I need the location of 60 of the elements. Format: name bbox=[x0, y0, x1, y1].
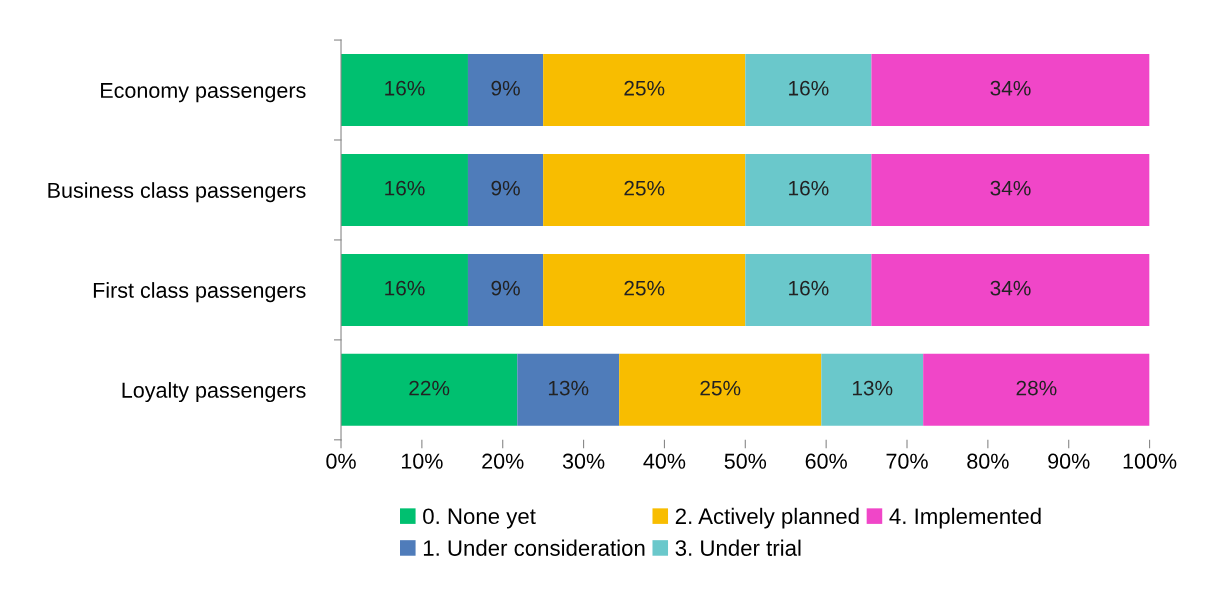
x-tick-label: 100% bbox=[1123, 453, 1177, 469]
y-tick-label: Loyalty passengers bbox=[122, 382, 306, 403]
data-label: 13% bbox=[852, 380, 893, 396]
bar bbox=[745, 54, 872, 126]
data-label: 9% bbox=[491, 280, 520, 296]
x-tick-label: 20% bbox=[482, 453, 524, 469]
data-label: 16% bbox=[385, 280, 425, 296]
bar bbox=[467, 54, 544, 126]
bar bbox=[923, 353, 1150, 426]
bar bbox=[745, 153, 872, 226]
data-label: 34% bbox=[990, 80, 1031, 96]
bar bbox=[543, 253, 746, 326]
bar bbox=[821, 353, 924, 426]
x-tick-label: 50% bbox=[724, 453, 767, 469]
data-label: 25% bbox=[700, 380, 741, 396]
bar bbox=[871, 153, 1150, 226]
data-label: 25% bbox=[624, 280, 665, 296]
legend-label: 2. Actively planned bbox=[675, 507, 859, 529]
bar bbox=[871, 54, 1150, 126]
bar bbox=[467, 253, 544, 326]
x-tick-label: 40% bbox=[643, 453, 686, 469]
data-label: 16% bbox=[385, 180, 425, 196]
bar bbox=[341, 153, 468, 226]
x-tick-label: 80% bbox=[967, 453, 1009, 469]
data-label: 16% bbox=[789, 80, 829, 96]
data-label: 25% bbox=[624, 80, 665, 96]
data-label: 28% bbox=[1016, 380, 1057, 396]
y-tick-label: Business class passengers bbox=[48, 182, 306, 203]
bar bbox=[341, 54, 468, 126]
bar bbox=[619, 353, 822, 426]
legend-label: 3. Under trial bbox=[675, 539, 801, 556]
bar bbox=[543, 153, 746, 226]
x-tick-label: 30% bbox=[562, 453, 605, 469]
data-label: 34% bbox=[990, 180, 1031, 196]
data-label: 22% bbox=[409, 380, 450, 396]
legend-label: 1. Under consideration bbox=[423, 539, 645, 556]
data-label: 16% bbox=[789, 180, 829, 196]
x-tick-label: 70% bbox=[886, 453, 928, 469]
x-tick-label: 0% bbox=[326, 453, 356, 469]
data-label: 16% bbox=[789, 280, 829, 296]
bar bbox=[341, 353, 518, 426]
y-tick-label: First class passengers bbox=[93, 282, 306, 303]
x-tick-label: 90% bbox=[1048, 453, 1090, 469]
bar bbox=[871, 253, 1150, 326]
data-label: 9% bbox=[491, 80, 520, 96]
x-tick-label: 60% bbox=[805, 453, 847, 469]
bar bbox=[467, 153, 544, 226]
bar bbox=[517, 353, 620, 426]
y-tick-label: Economy passengers bbox=[101, 83, 306, 103]
data-label: 34% bbox=[990, 280, 1031, 296]
x-tick-label: 10% bbox=[401, 453, 443, 469]
legend-label: 4. Implemented bbox=[889, 507, 1041, 529]
data-label: 25% bbox=[624, 180, 665, 196]
data-label: 9% bbox=[491, 180, 520, 196]
bar bbox=[745, 253, 872, 326]
legend-label: 0. None yet bbox=[423, 508, 536, 529]
bar bbox=[543, 54, 746, 126]
bar bbox=[341, 253, 468, 326]
data-label: 16% bbox=[385, 80, 425, 96]
data-label: 13% bbox=[548, 380, 589, 396]
